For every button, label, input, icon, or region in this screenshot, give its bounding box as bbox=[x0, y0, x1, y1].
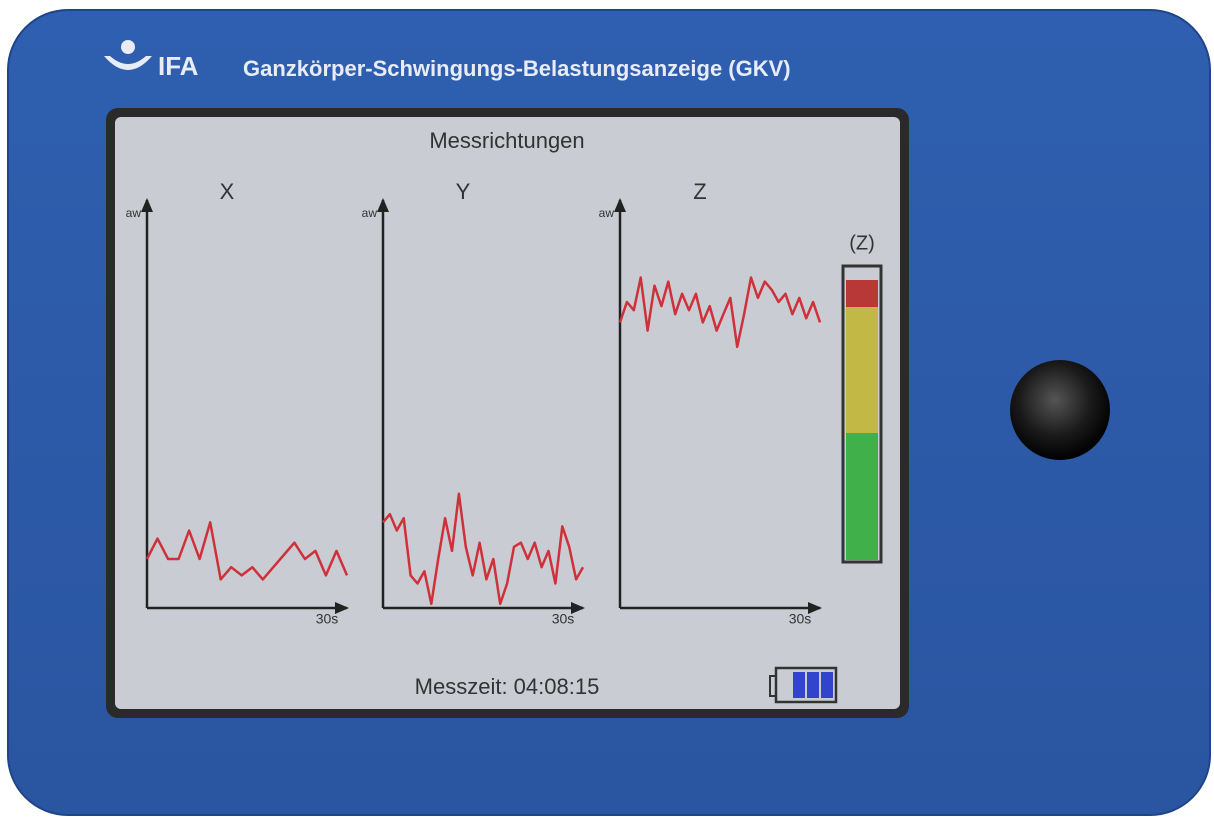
status-text: Messzeit: 04:08:15 bbox=[415, 674, 600, 699]
chart-title: Z bbox=[693, 179, 706, 204]
y-axis-label: aw bbox=[599, 206, 615, 220]
device-title: Ganzkörper-Schwingungs-Belastungsanzeige… bbox=[243, 56, 791, 81]
device: IFA Ganzkörper-Schwingungs-Belastungsanz… bbox=[0, 0, 1214, 823]
logo-text: IFA bbox=[158, 51, 199, 81]
gauge bbox=[843, 266, 881, 562]
y-axis-label: aw bbox=[362, 206, 378, 220]
x-axis-label: 30s bbox=[789, 611, 812, 627]
page: IFA Ganzkörper-Schwingungs-Belastungsanz… bbox=[0, 0, 1214, 823]
screen bbox=[115, 117, 900, 709]
chart-title: X bbox=[220, 179, 235, 204]
gauge-label: (Z) bbox=[849, 232, 875, 254]
chart-title: Y bbox=[456, 179, 471, 204]
control-knob[interactable] bbox=[1010, 360, 1110, 460]
battery bbox=[770, 668, 836, 702]
x-axis-label: 30s bbox=[316, 611, 339, 627]
y-axis-label: aw bbox=[126, 206, 142, 220]
x-axis-label: 30s bbox=[552, 611, 575, 627]
screen-title: Messrichtungen bbox=[429, 128, 584, 153]
